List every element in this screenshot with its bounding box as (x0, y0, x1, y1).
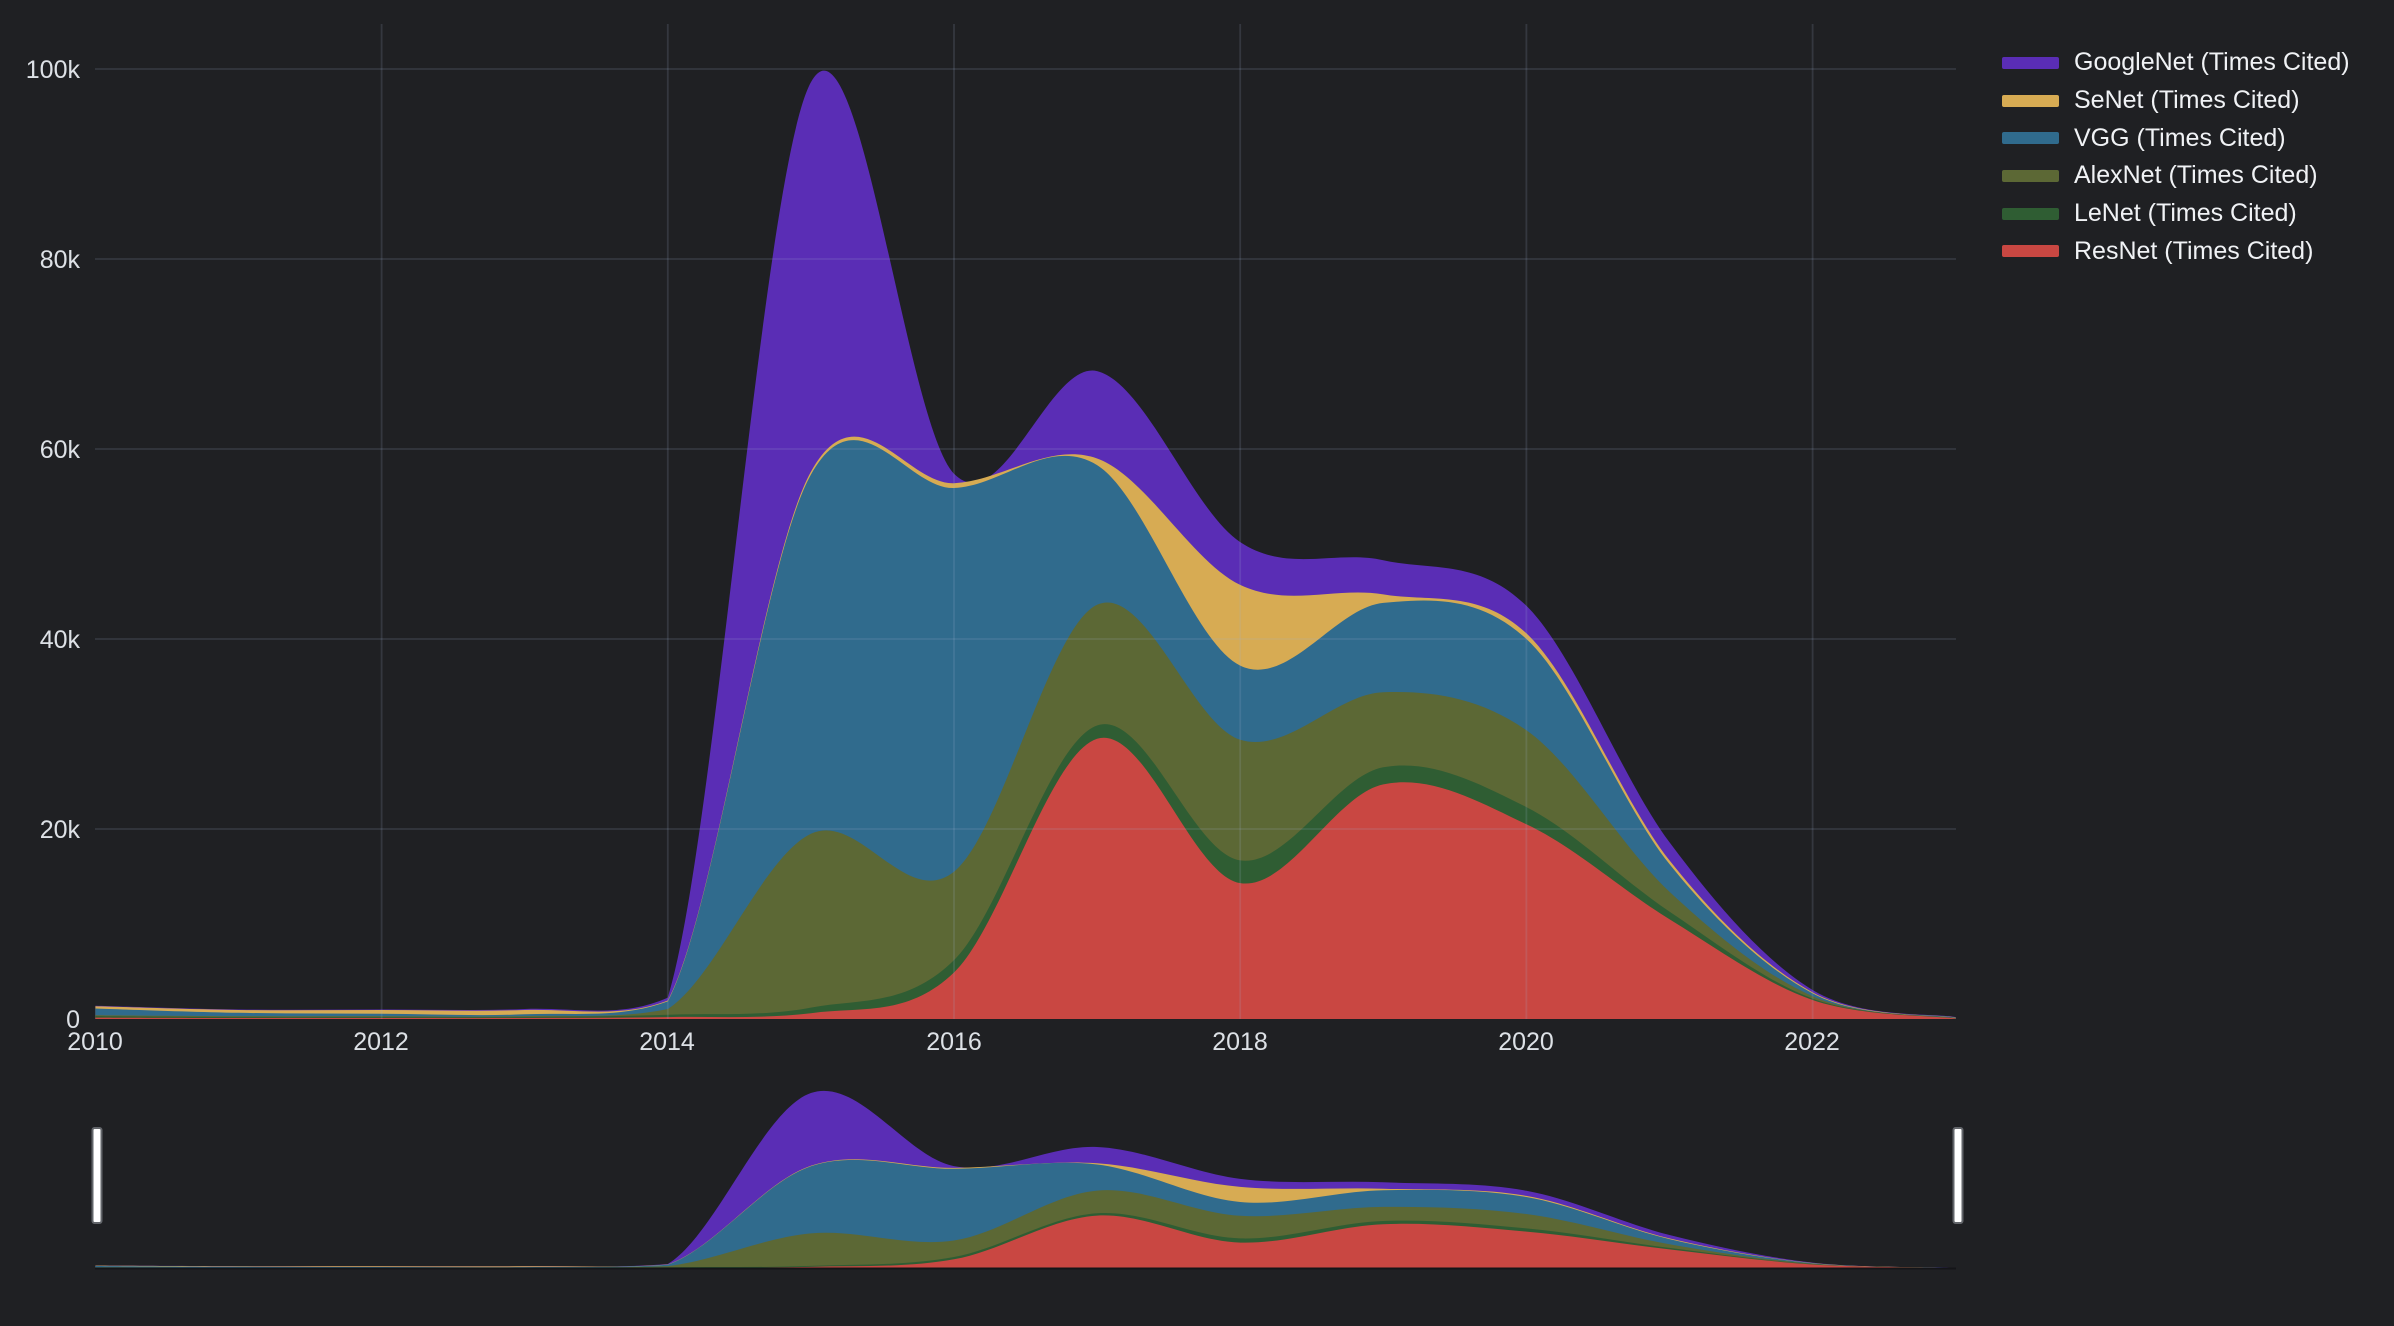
x-tick-label: 2016 (926, 1028, 982, 1056)
x-tick-label: 2014 (639, 1028, 695, 1056)
x-tick-label: 2010 (67, 1028, 123, 1056)
legend-item-lenet[interactable]: LeNet (Times Cited) (2002, 195, 2350, 233)
legend-swatch-lenet (2002, 207, 2059, 220)
rangeslider-handle-left[interactable] (91, 1127, 103, 1224)
y-tick-label: 0 (66, 1006, 80, 1034)
legend-item-senet[interactable]: SeNet (Times Cited) (2002, 82, 2350, 120)
main-plot-areas (95, 70, 1956, 1019)
x-tick-label: 2022 (1784, 1028, 1840, 1056)
main-plot-hover-area[interactable] (95, 20, 1956, 1019)
y-tick-label: 80k (40, 246, 81, 274)
gridlines (95, 24, 1956, 1019)
y-axis: 0 20k 40k 60k 80k 100k (26, 56, 81, 1034)
rangeslider-mini-areas (95, 1090, 1956, 1268)
y-tick-label: 100k (26, 56, 81, 84)
y-tick-label: 40k (40, 626, 81, 654)
legend-swatch-googlenet (2002, 56, 2059, 69)
rangeslider (91, 1083, 1964, 1270)
legend-label: SeNet (Times Cited) (2074, 86, 2300, 115)
legend-label: VGG (Times Cited) (2074, 123, 2286, 152)
legend-swatch-vgg (2002, 132, 2059, 145)
y-tick-label: 20k (40, 816, 81, 844)
x-tick-label: 2018 (1212, 1028, 1268, 1056)
legend-label: AlexNet (Times Cited) (2074, 161, 2318, 190)
legend-swatch-alexnet (2002, 169, 2059, 182)
x-axis: 2010 2012 2014 2016 2018 2020 2022 (67, 1028, 1840, 1056)
x-tick-label: 2020 (1498, 1028, 1554, 1056)
y-tick-label: 60k (40, 436, 81, 464)
legend-label: LeNet (Times Cited) (2074, 199, 2297, 228)
legend-item-alexnet[interactable]: AlexNet (Times Cited) (2002, 157, 2350, 195)
legend-label: GoogleNet (Times Cited) (2074, 48, 2350, 77)
legend-item-googlenet[interactable]: GoogleNet (Times Cited) (2002, 44, 2350, 82)
rangeslider-track[interactable] (95, 1083, 1956, 1268)
x-tick-label: 2012 (353, 1028, 409, 1056)
legend-swatch-resnet (2002, 245, 2059, 258)
legend-item-resnet[interactable]: ResNet (Times Cited) (2002, 232, 2350, 270)
legend-item-vgg[interactable]: VGG (Times Cited) (2002, 119, 2350, 157)
area-band-resnet (95, 1215, 1956, 1268)
legend: GoogleNet (Times Cited) SeNet (Times Cit… (2002, 44, 2350, 270)
legend-label: ResNet (Times Cited) (2074, 236, 2314, 265)
legend-swatch-senet (2002, 94, 2059, 107)
rangeslider-handle-right[interactable] (1952, 1127, 1964, 1224)
area-band-resnet (95, 737, 1956, 1019)
